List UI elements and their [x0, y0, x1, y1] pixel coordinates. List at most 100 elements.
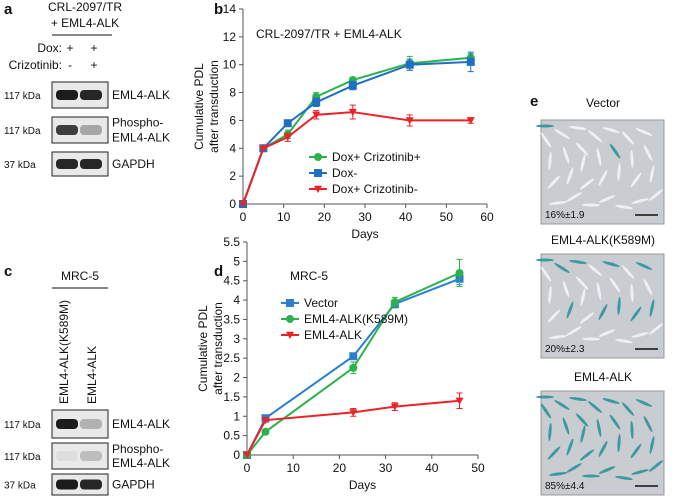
marker — [283, 119, 292, 128]
cell — [630, 443, 642, 459]
y-tick-label: 8 — [229, 86, 236, 100]
blot-label: EML4-ALK — [112, 417, 170, 431]
panel-title: + EML4-ALK — [51, 16, 119, 30]
blot-band — [80, 90, 102, 100]
x-axis-label: Days — [351, 227, 378, 241]
blot-label: GAPDH — [112, 157, 155, 171]
cell — [643, 415, 653, 433]
image-title: EML4-ALK — [574, 370, 632, 384]
blot-label: EML4-ALK — [112, 131, 170, 145]
kda-label: 117 kDa — [4, 452, 41, 463]
percent-label: 20%±2.3 — [545, 344, 585, 355]
marker — [259, 145, 268, 153]
cell — [582, 474, 600, 478]
kda-label: 117 kDa — [4, 420, 41, 431]
cell — [643, 278, 653, 296]
marker — [390, 298, 399, 307]
y-tick-label: 5.5 — [223, 235, 240, 249]
y-tick-label: 14 — [223, 2, 237, 16]
cell — [580, 154, 586, 172]
x-tick-label: 0 — [244, 461, 251, 475]
y-tick-label: 10 — [223, 58, 237, 72]
cell — [579, 449, 595, 461]
cell — [648, 323, 664, 335]
cell — [615, 338, 633, 344]
y-tick-label: 0.5 — [223, 429, 240, 443]
cell — [635, 262, 653, 270]
y-axis-label: Cumulative PDL — [196, 305, 210, 392]
marker — [261, 427, 270, 436]
condition-mark: - — [68, 58, 72, 72]
cell — [536, 258, 554, 262]
blot-band — [80, 451, 102, 461]
cell — [630, 421, 634, 439]
cell — [630, 306, 642, 322]
x-tick-label: 60 — [480, 210, 494, 224]
cell — [615, 204, 633, 210]
panel-title: CRL-2097/TR — [48, 0, 122, 14]
cell — [617, 163, 621, 181]
y-tick-label: 3 — [233, 332, 240, 346]
cell — [630, 172, 642, 188]
cell — [617, 434, 621, 452]
cell — [648, 460, 664, 472]
marker — [348, 108, 357, 117]
blot — [51, 442, 109, 470]
cell — [536, 395, 554, 399]
panel-letter: a — [4, 1, 13, 18]
marker — [348, 81, 357, 90]
y-tick-label: 3.5 — [223, 312, 240, 326]
marker — [405, 60, 414, 69]
cell — [609, 143, 621, 159]
marker — [261, 416, 270, 425]
legend-label: Vector — [304, 296, 338, 310]
blot-label: GAPDH — [112, 478, 155, 492]
cell — [596, 282, 602, 300]
cell — [566, 192, 582, 202]
cell — [596, 148, 602, 166]
legend-marker — [314, 169, 322, 177]
y-tick-label: 2.5 — [223, 351, 240, 365]
lane-label: EML4-ALK(K589M) — [57, 300, 71, 404]
cell — [602, 127, 620, 133]
x-tick-label: 30 — [379, 461, 393, 475]
percent-label: 16%±1.9 — [545, 210, 585, 221]
cell — [549, 335, 567, 339]
cell — [598, 195, 616, 203]
annotation: CRL-2097/TR + EML4-ALK — [256, 27, 402, 41]
y-axis-label: Cumulative PDL — [192, 63, 206, 150]
y-axis-label: after transduction — [207, 60, 221, 153]
x-tick-label: 0 — [240, 210, 247, 224]
y-tick-label: 4 — [229, 141, 236, 155]
series — [243, 392, 464, 459]
x-tick-label: 20 — [333, 461, 347, 475]
y-axis-label: after transduction — [211, 302, 225, 395]
blot-label: EML4-ALK — [112, 456, 170, 470]
cell — [549, 201, 567, 205]
blot-band — [56, 159, 78, 169]
cell — [575, 276, 589, 290]
cell — [609, 277, 621, 293]
x-tick-label: 50 — [440, 210, 454, 224]
legend-marker — [314, 185, 322, 193]
percent-label: 85%±4.4 — [545, 481, 585, 492]
legend-label: Dox- — [332, 166, 357, 180]
cell — [649, 165, 655, 183]
marker — [466, 57, 475, 66]
micrograph — [540, 253, 665, 359]
x-axis-label: Days — [349, 478, 376, 492]
marker — [243, 451, 251, 459]
blot-band — [56, 90, 78, 100]
cell — [588, 130, 602, 142]
legend-marker — [286, 331, 294, 339]
cell — [562, 146, 570, 164]
cell — [554, 263, 570, 273]
cell — [643, 144, 653, 162]
y-tick-label: 1.5 — [223, 390, 240, 404]
cell — [621, 131, 635, 145]
cell — [575, 142, 589, 156]
kda-label: 37 kDa — [4, 160, 36, 171]
cell — [635, 128, 653, 136]
marker — [390, 403, 399, 411]
